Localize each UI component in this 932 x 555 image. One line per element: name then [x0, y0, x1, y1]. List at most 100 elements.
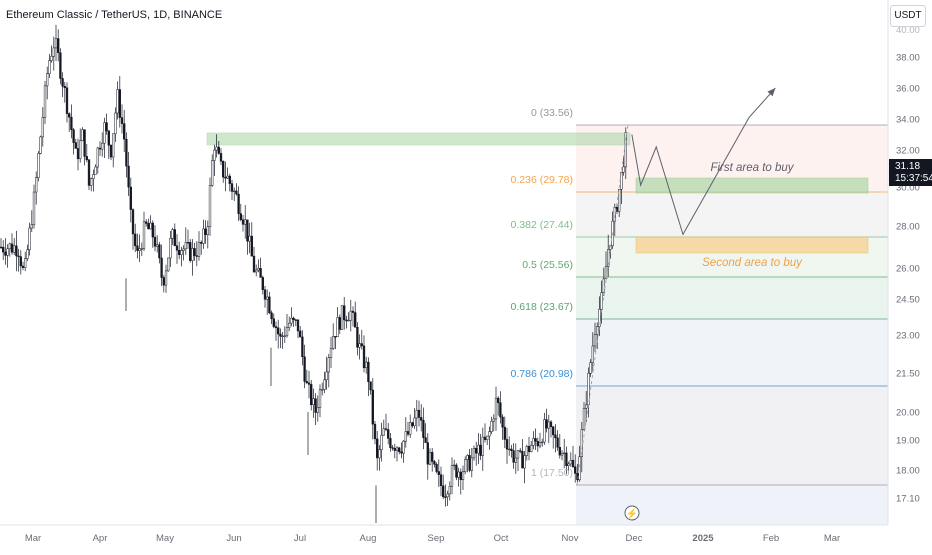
candle-down [268, 296, 271, 314]
candle-down [186, 242, 190, 244]
candle-down [250, 235, 253, 257]
price-tick-label: 28.00 [896, 222, 920, 233]
candle-down [558, 447, 561, 456]
candle-down [173, 229, 176, 246]
candle-up [415, 409, 418, 419]
candle-down [241, 219, 245, 225]
time-tick-label: Dec [626, 533, 643, 544]
candle-down [356, 327, 359, 348]
candle-up [96, 147, 99, 168]
candle-up [325, 371, 328, 381]
time-tick-label: Aug [360, 533, 377, 544]
candle-down [193, 248, 196, 256]
price-tick-label: 38.00 [896, 53, 920, 64]
candle-down [439, 474, 443, 486]
projection-path[interactable] [631, 87, 776, 236]
candle-down [343, 305, 346, 321]
candle-down [536, 441, 539, 447]
candle-down [417, 409, 421, 418]
fib-label-0: 0 (33.56) [531, 107, 573, 119]
price-tick-label: 18.00 [896, 466, 920, 477]
candle-up [8, 243, 11, 250]
time-tick-label: Jul [294, 533, 306, 544]
candle-up [329, 348, 333, 359]
candle-down [87, 159, 91, 186]
time-axis[interactable]: Mar Apr May Jun Jul Aug Sep Oct Nov Dec 2025 Feb Mar [25, 533, 840, 544]
candle-down [527, 446, 531, 452]
candle-down [437, 471, 440, 475]
candle-up [46, 73, 49, 87]
candle-up [461, 471, 465, 480]
candle-down [224, 176, 227, 179]
candle-down [109, 144, 113, 158]
candle-up [180, 250, 183, 255]
candle-down [299, 330, 302, 338]
candle-down [422, 420, 425, 438]
time-tick-label: Nov [562, 533, 579, 544]
candle-up [582, 408, 586, 430]
candle-down [351, 310, 355, 313]
candle-up [488, 431, 491, 437]
candle-down [270, 312, 273, 320]
candle-down [136, 245, 139, 251]
candle-up [156, 244, 159, 247]
candle-down [2, 246, 5, 253]
second-buy-area[interactable] [635, 236, 869, 254]
candle-up [41, 117, 44, 138]
price-tick-label: 19.00 [896, 436, 920, 447]
candle-up [90, 178, 93, 186]
candle-up [516, 450, 520, 459]
candle-down [162, 277, 165, 286]
candle-down [147, 223, 150, 230]
time-tick-label: Mar [25, 533, 41, 544]
resistance-zone[interactable] [206, 132, 631, 146]
candle-down [431, 452, 434, 462]
candle-down [565, 452, 568, 466]
first-buy-area[interactable] [635, 177, 869, 194]
candle-down [433, 461, 436, 465]
price-tick-label: 24.50 [896, 295, 920, 306]
fib-label-0786: 0.786 (20.98) [511, 368, 573, 380]
candle-up [453, 464, 456, 467]
candle-down [424, 437, 427, 443]
candle-up [481, 436, 484, 456]
candle-down [435, 464, 438, 472]
candle-up [508, 448, 511, 451]
last-price: 31.18 [895, 161, 921, 172]
candle-up [140, 248, 143, 250]
candle-down [549, 421, 553, 428]
candle-up [596, 326, 599, 335]
candle-up [257, 268, 260, 271]
candle-up [589, 362, 592, 374]
candle-down [391, 447, 394, 449]
candle-down [367, 361, 370, 383]
candle-down [389, 438, 392, 448]
fib-trend-line [576, 124, 629, 486]
candle-down [178, 249, 181, 255]
candle-down [505, 439, 509, 450]
currency-button[interactable]: USDT [890, 5, 926, 27]
candle-up [340, 305, 344, 330]
fib-label-05: 0.5 (25.56) [522, 259, 573, 271]
symbol-title[interactable]: Ethereum Classic / TetherUS, 1D, BINANCE [6, 9, 223, 21]
projection-arrowhead [767, 88, 776, 97]
candle-up [103, 122, 106, 144]
candle-down [98, 147, 102, 150]
candle-down [444, 496, 447, 498]
candle-up [569, 460, 572, 465]
candle-down [127, 165, 130, 188]
candle-down [512, 450, 515, 463]
candle-up [593, 334, 597, 347]
candle-up [191, 248, 194, 261]
candle-up [622, 166, 625, 173]
candle-up [604, 266, 608, 280]
candle-up [514, 457, 517, 463]
candle-up [288, 322, 291, 328]
candle-down [151, 222, 154, 238]
candle-down [554, 434, 557, 439]
price-axis[interactable]: 38.00 36.00 34.00 32.00 30.00 28.00 26.00 24.50… [896, 25, 920, 505]
event-marker[interactable] [624, 505, 640, 521]
time-tick-label: May [156, 533, 174, 544]
